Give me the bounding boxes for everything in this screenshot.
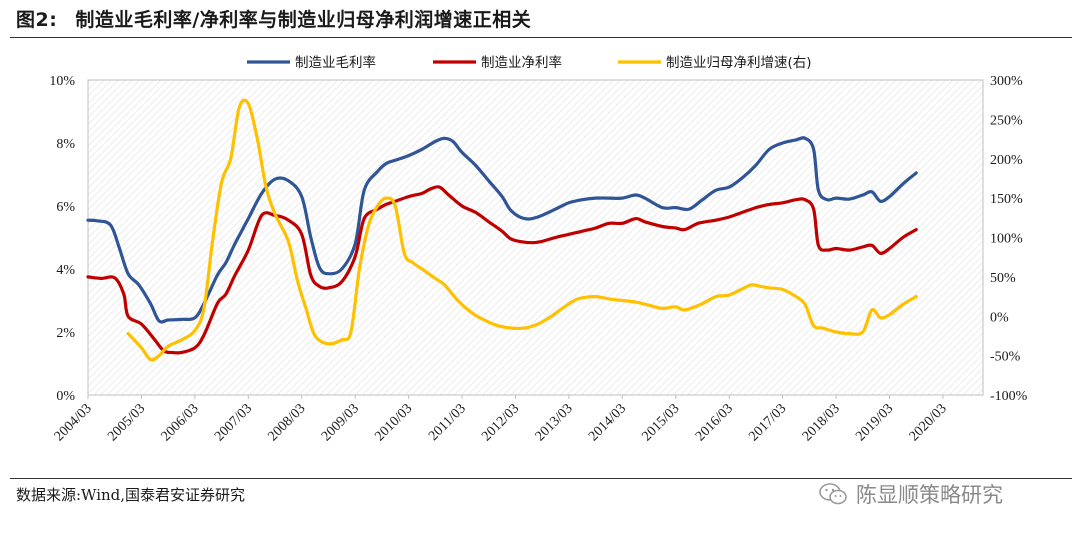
y-right-tick-label: 0% (990, 310, 1009, 325)
figure-title: 图2: 制造业毛利率/净利率与制造业归母净利润增速正相关 (16, 5, 531, 32)
watermark: 陈显顺策略研究 (818, 479, 1003, 509)
y-left-tick-label: 4% (56, 263, 75, 278)
x-tick-label: 2010/03 (372, 401, 415, 444)
x-tick-label: 2004/03 (52, 401, 95, 444)
bottom-rule (10, 478, 1072, 479)
x-tick-label: 2006/03 (159, 401, 202, 444)
source-note: 数据来源:Wind,国泰君安证券研究 (16, 486, 246, 504)
y-right-tick-label: -50% (990, 350, 1021, 365)
series-line-1 (86, 136, 918, 324)
legend-label-1: 制造业毛利率 (295, 54, 376, 71)
x-tick-label: 2014/03 (586, 401, 629, 444)
y-right-tick-label: 100% (990, 232, 1023, 247)
x-tick-label: 2005/03 (105, 401, 148, 444)
y-left-tick-label: 6% (56, 200, 75, 215)
x-tick-label: 2018/03 (800, 401, 843, 444)
x-tick-label: 2017/03 (746, 401, 789, 444)
y-right-tick-label: 150% (990, 192, 1023, 207)
y-right-tick-label: 50% (990, 271, 1016, 286)
series-line-3 (126, 98, 918, 362)
y-left-tick-label: 2% (56, 326, 75, 341)
x-tick-label: 2019/03 (853, 401, 896, 444)
x-tick-label: 2009/03 (319, 401, 362, 444)
y-right-tick-label: -100% (990, 389, 1028, 404)
series-line-2 (86, 185, 918, 355)
watermark-text: 陈显顺策略研究 (856, 483, 1003, 507)
x-tick-label: 2013/03 (533, 401, 576, 444)
legend-label-2: 制造业净利率 (481, 54, 562, 71)
x-tick-label: 2008/03 (266, 401, 309, 444)
y-right-tick-label: 300% (990, 74, 1023, 89)
plot-area (87, 79, 984, 396)
x-tick-label: 2020/03 (907, 401, 950, 444)
y-right-tick-label: 200% (990, 153, 1023, 168)
legend-label-3: 制造业归母净利增速(右) (666, 54, 812, 71)
y-left-tick-label: 10% (49, 74, 75, 89)
figure-title-text: 制造业毛利率/净利率与制造业归母净利润增速正相关 (75, 9, 532, 31)
wechat-icon (819, 483, 847, 505)
y-left-tick-label: 0% (56, 389, 75, 404)
y-left-tick-label: 8% (56, 137, 75, 152)
x-tick-label: 2007/03 (212, 401, 255, 444)
x-tick-label: 2016/03 (693, 401, 736, 444)
figure-number: 图2: (16, 9, 58, 31)
line-chart: 0% 2% 4% 6% 8% 10% -100% -50% 0% 50% 100% 150% 200% 2… (49, 54, 1028, 444)
top-rule (10, 37, 1072, 38)
x-tick-label: 2015/03 (640, 401, 683, 444)
x-tick-label: 2011/03 (426, 401, 469, 444)
x-tick-label: 2012/03 (479, 401, 522, 444)
y-right-tick-label: 250% (990, 113, 1023, 128)
